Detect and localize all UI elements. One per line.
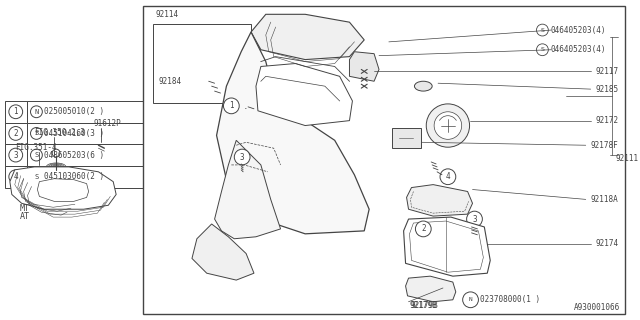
Text: AT: AT — [20, 212, 29, 221]
Circle shape — [9, 126, 22, 140]
Text: 92179B: 92179B — [410, 301, 437, 310]
Circle shape — [223, 98, 239, 114]
Text: 92111: 92111 — [615, 154, 638, 163]
Bar — [5, 101, 27, 123]
Text: MT: MT — [20, 204, 29, 213]
Circle shape — [434, 112, 461, 139]
Text: S: S — [35, 131, 38, 136]
Circle shape — [9, 170, 22, 184]
Bar — [5, 166, 27, 188]
Polygon shape — [216, 32, 369, 234]
Bar — [27, 166, 143, 188]
Bar — [143, 6, 625, 314]
Text: A930001066: A930001066 — [574, 303, 620, 312]
Text: 92174: 92174 — [596, 239, 619, 248]
Circle shape — [52, 149, 60, 157]
Text: .: . — [244, 101, 248, 111]
Text: 3: 3 — [13, 151, 18, 160]
Text: 046405203(4): 046405203(4) — [550, 45, 606, 54]
Polygon shape — [256, 64, 353, 125]
Text: 4: 4 — [445, 172, 450, 181]
Bar — [27, 101, 143, 123]
Text: 91612P: 91612P — [93, 118, 121, 128]
Polygon shape — [406, 185, 472, 216]
Text: 045104160(3 ): 045104160(3 ) — [44, 129, 104, 138]
Text: 92118A: 92118A — [591, 195, 618, 204]
Ellipse shape — [415, 81, 432, 91]
Bar — [27, 123, 143, 144]
Text: 1: 1 — [13, 107, 18, 116]
Circle shape — [9, 148, 22, 162]
Text: 3: 3 — [240, 153, 244, 162]
Circle shape — [536, 44, 548, 56]
Bar — [5, 144, 27, 166]
Circle shape — [31, 127, 42, 139]
Text: S: S — [540, 47, 545, 52]
Text: N: N — [35, 109, 38, 115]
Polygon shape — [251, 14, 364, 60]
Circle shape — [536, 24, 548, 36]
Circle shape — [31, 149, 42, 161]
Polygon shape — [406, 276, 456, 302]
Circle shape — [31, 106, 42, 118]
Text: 025005010(2 ): 025005010(2 ) — [44, 107, 104, 116]
Text: 92172: 92172 — [596, 116, 619, 125]
Polygon shape — [410, 221, 483, 272]
Bar — [5, 123, 27, 144]
Circle shape — [467, 211, 483, 227]
Circle shape — [440, 169, 456, 185]
Text: FIG.350-2,3: FIG.350-2,3 — [35, 128, 85, 137]
Text: N: N — [468, 297, 472, 302]
Circle shape — [9, 105, 22, 119]
Polygon shape — [14, 170, 99, 204]
Polygon shape — [214, 140, 280, 239]
Polygon shape — [10, 167, 116, 209]
Text: 045103060(2 ): 045103060(2 ) — [44, 172, 104, 181]
Circle shape — [463, 292, 479, 308]
Bar — [152, 24, 251, 103]
Text: S: S — [540, 28, 545, 33]
Bar — [392, 129, 421, 148]
Text: 92185: 92185 — [596, 84, 619, 94]
Text: 048605203(6 ): 048605203(6 ) — [44, 151, 104, 160]
Text: 1: 1 — [229, 101, 234, 110]
Bar — [27, 144, 143, 166]
Text: 046405203(4): 046405203(4) — [550, 26, 606, 35]
Text: 92117: 92117 — [596, 67, 619, 76]
Circle shape — [415, 221, 431, 237]
Circle shape — [426, 104, 470, 147]
Circle shape — [31, 171, 42, 183]
Text: 4: 4 — [13, 172, 18, 181]
Polygon shape — [404, 217, 490, 276]
Text: 92179B: 92179B — [410, 301, 438, 310]
Text: 3: 3 — [472, 215, 477, 224]
Text: 92114: 92114 — [156, 10, 179, 19]
Circle shape — [234, 149, 250, 165]
Text: 023708000(1 ): 023708000(1 ) — [481, 295, 541, 304]
Text: S: S — [35, 174, 38, 180]
Text: S: S — [35, 152, 38, 158]
Text: 2: 2 — [13, 129, 18, 138]
Polygon shape — [37, 179, 88, 201]
Text: 2: 2 — [421, 224, 426, 233]
Text: FIG.351-4: FIG.351-4 — [15, 143, 56, 152]
Polygon shape — [349, 52, 379, 81]
Text: 92178F: 92178F — [591, 141, 618, 150]
Polygon shape — [192, 224, 254, 280]
Text: 92184: 92184 — [159, 77, 182, 86]
